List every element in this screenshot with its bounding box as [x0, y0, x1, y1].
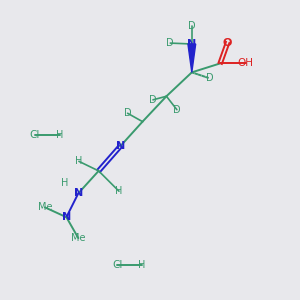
Text: Me: Me — [38, 202, 52, 212]
Text: H: H — [61, 178, 69, 188]
Text: N: N — [116, 141, 125, 152]
Text: D: D — [206, 73, 214, 83]
Text: H: H — [138, 260, 145, 270]
Polygon shape — [188, 44, 196, 72]
Text: H: H — [75, 156, 82, 166]
Text: N: N — [187, 39, 196, 49]
Text: O: O — [223, 38, 232, 47]
Text: H: H — [56, 130, 64, 140]
Text: Me: Me — [71, 233, 85, 243]
Text: D: D — [149, 95, 157, 105]
Text: D: D — [167, 38, 174, 48]
Text: Cl: Cl — [30, 130, 40, 140]
Text: Cl: Cl — [112, 260, 122, 270]
Text: N: N — [62, 212, 71, 222]
Text: D: D — [188, 21, 196, 31]
Text: D: D — [124, 108, 131, 118]
Text: D: D — [173, 105, 181, 115]
Text: N: N — [74, 188, 83, 198]
Text: H: H — [115, 186, 123, 196]
Text: OH: OH — [238, 58, 254, 68]
